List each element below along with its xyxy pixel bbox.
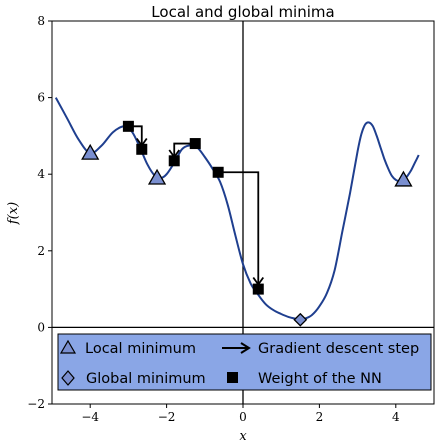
y-tick-label: 4 [37, 167, 45, 181]
legend-gradient-step-arrowhead [240, 342, 251, 354]
x-tick-label: 2 [316, 410, 324, 424]
chart-title: Local and global minima [151, 3, 334, 21]
legend-global-minimum-label: Global minimum [86, 371, 206, 387]
x-tick-label: 4 [392, 410, 400, 424]
y-axis-label: f(x) [6, 202, 21, 225]
weight-marker [189, 138, 201, 150]
legend-local-minimum-label: Local minimum [85, 341, 196, 357]
weight-marker [136, 143, 148, 155]
legend-gradient-step-label: Gradient descent step [258, 341, 419, 357]
legend-weight-label: Weight of the NN [258, 371, 382, 387]
function-curve [54, 97, 420, 321]
plot-area: −4 −2 0 2 4 −2 0 2 4 6 8 [27, 14, 435, 424]
y-tick-label: −2 [27, 397, 45, 411]
global-minimum-marker [293, 312, 308, 327]
legend-global-minimum-marker [61, 370, 75, 386]
local-minimum-marker [81, 143, 100, 160]
weight-marker [212, 166, 224, 178]
weight-marker [168, 155, 180, 167]
weight-marker [252, 283, 264, 295]
weight-marker [122, 120, 134, 132]
local-minimum-marker [394, 170, 413, 187]
x-tick-label: −4 [81, 410, 99, 424]
x-axis-label: x [239, 429, 247, 444]
legend-weight-marker [227, 372, 238, 383]
legend-box [57, 333, 432, 391]
gradient-step-arrow [173, 142, 196, 157]
legend-local-minimum-marker [59, 339, 77, 354]
y-tick-label: 0 [37, 320, 45, 334]
gradient-step-arrow [218, 171, 260, 285]
y-tick-label: 8 [37, 14, 45, 28]
local-minimum-marker [147, 168, 167, 185]
y-tick-label: 2 [37, 244, 45, 258]
legend: Local minimum Global minimum Gradient de… [57, 333, 432, 391]
y-tick-label: 6 [37, 91, 45, 105]
x-tick-label: 0 [239, 410, 247, 424]
x-tick-label: −2 [158, 410, 176, 424]
